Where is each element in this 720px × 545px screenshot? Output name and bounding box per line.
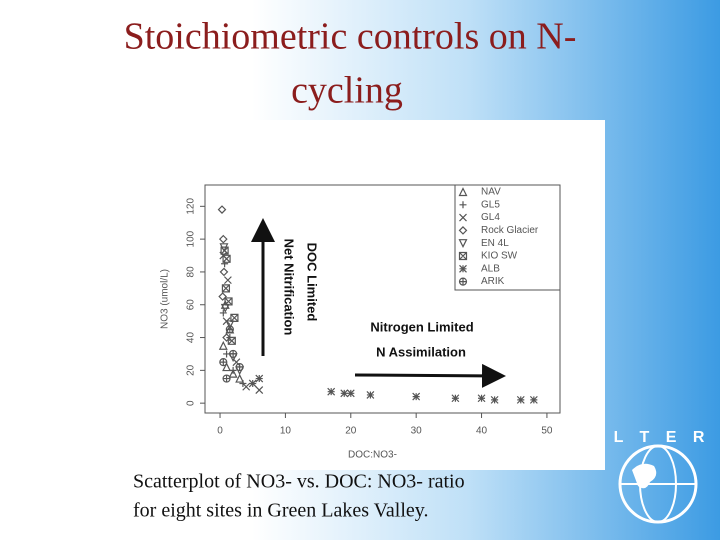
point — [221, 284, 231, 293]
plot-frame — [204, 184, 561, 414]
point — [346, 389, 355, 398]
legend-label: ARIK — [481, 276, 505, 287]
x-tick-label: 10 — [280, 426, 292, 437]
y-tick-label: 60 — [186, 299, 197, 311]
point — [222, 333, 231, 342]
point — [235, 362, 244, 372]
point — [225, 325, 234, 334]
caption: Scatterplot of NO3- vs. DOC: NO3- ratio — [133, 471, 465, 493]
legend-marker — [459, 213, 467, 222]
point — [222, 362, 232, 372]
legend-label: Rock Glacier — [481, 225, 539, 236]
legend-marker — [459, 264, 467, 273]
x-tick-label: 50 — [541, 426, 553, 437]
caption: for eight sites in Green Lakes Valley. — [133, 500, 428, 522]
point — [255, 374, 264, 383]
legend-marker — [459, 201, 467, 209]
y-axis-label: NO3 (umol/L) — [160, 269, 171, 329]
logo: L T E R — [614, 429, 711, 524]
x-tick-label: 0 — [217, 426, 223, 437]
point — [242, 382, 251, 391]
point — [229, 366, 237, 374]
x-tick-label: 20 — [345, 426, 357, 437]
scatter-chart: 0 10 20 30 40 50 0 20 40 60 80 100 120 DOC:NO3- NO3 (u… — [160, 184, 561, 461]
point — [220, 246, 229, 255]
point — [223, 350, 231, 358]
point — [366, 391, 375, 399]
logo-text: L T E R — [614, 429, 711, 446]
legend-marker — [458, 226, 468, 235]
y-tick-label: 40 — [186, 332, 197, 344]
legend-label: NAV — [481, 187, 501, 198]
legend-label: ALB — [481, 263, 500, 274]
annotation: Nitrogen Limited — [370, 319, 473, 334]
legend-marker — [458, 251, 468, 261]
legend-label: EN 4L — [481, 238, 509, 249]
point — [229, 349, 238, 359]
point — [451, 394, 460, 403]
point — [255, 386, 264, 394]
legend-label: GL5 — [481, 199, 500, 210]
point — [412, 392, 421, 401]
point — [228, 368, 238, 378]
point — [227, 336, 236, 345]
y-tick-label: 0 — [186, 400, 197, 406]
annotation: N Assimilation — [376, 344, 466, 359]
point — [477, 394, 486, 403]
x-tick-label: 40 — [476, 426, 488, 437]
point — [218, 340, 228, 350]
legend-marker — [458, 239, 468, 249]
slide-title: cycling — [291, 70, 403, 112]
point — [516, 395, 525, 404]
slide-title: Stoichiometric controls on N- — [124, 16, 577, 58]
legend-box — [454, 184, 561, 291]
y-tick-label: 80 — [186, 266, 197, 278]
point — [225, 320, 235, 330]
point — [218, 292, 228, 301]
y-tick-label: 100 — [186, 230, 197, 247]
x-axis-label: DOC:NO3- — [348, 450, 397, 461]
legend-marker — [458, 277, 468, 286]
point — [327, 387, 336, 396]
point — [230, 313, 239, 322]
y-tick-label: 20 — [186, 364, 197, 376]
point — [218, 234, 228, 244]
point — [224, 297, 233, 306]
legend-label: GL4 — [481, 212, 500, 223]
point — [223, 276, 232, 285]
y-tick-label: 120 — [186, 198, 197, 215]
point — [219, 358, 228, 367]
point — [248, 379, 257, 388]
point — [219, 309, 227, 317]
point — [219, 267, 229, 277]
point — [217, 205, 227, 214]
point — [235, 373, 245, 383]
arrow — [354, 363, 506, 388]
legend-label: KIO SW — [481, 251, 518, 262]
x-tick-label: 30 — [411, 426, 423, 437]
annotation: Net Nitrification — [282, 239, 297, 336]
point — [490, 395, 499, 404]
point — [222, 254, 231, 263]
annotation: DOC Limited — [305, 243, 320, 322]
point — [529, 395, 538, 404]
legend-marker — [458, 187, 468, 197]
chart-background — [135, 120, 605, 470]
point — [340, 389, 349, 398]
point — [222, 374, 231, 383]
